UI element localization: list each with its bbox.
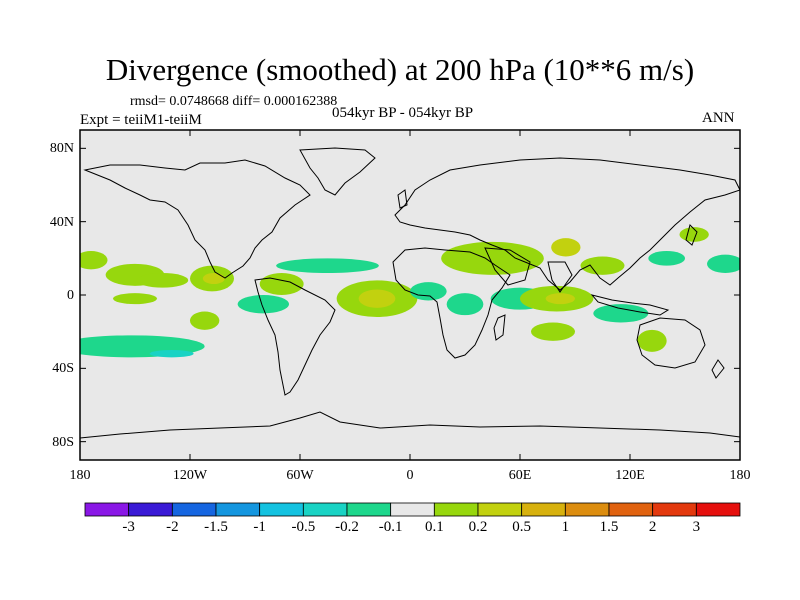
colorbar-swatch: [564, 502, 610, 517]
anomaly-region-6: [276, 258, 379, 273]
colorbar-swatch: [84, 502, 130, 517]
season-label: ANN: [702, 110, 735, 126]
coastline-greenland: [299, 147, 376, 196]
anomaly-region-20: [580, 256, 625, 275]
anomaly-region-0: [80, 251, 108, 270]
coastline-indonesia: [590, 294, 670, 316]
coastline-madagascar: [493, 314, 506, 341]
coastline-eurasia: [394, 157, 740, 291]
lon-label: 120W: [172, 468, 208, 483]
anomaly-region-5: [259, 273, 304, 295]
colorbar-swatch: [521, 502, 566, 517]
lon-label: 60E: [508, 468, 532, 483]
colorbar-swatch: [215, 502, 261, 517]
anomaly-region-25: [637, 329, 667, 352]
colorbar-swatch: [346, 502, 392, 517]
colorbar-swatch: [259, 502, 304, 517]
coastline-arabia: [484, 247, 531, 286]
colorbar-swatch: [171, 502, 217, 517]
colorbar-swatch: [652, 502, 697, 517]
colorbar-swatch: [477, 502, 523, 517]
coastline-new-zealand: [711, 359, 725, 379]
coastline-north-america: [83, 159, 311, 279]
coastline-antarctica: [80, 411, 740, 460]
anomaly-region-11: [358, 289, 396, 308]
colorbar-label: 2: [648, 519, 657, 535]
coastline-india: [547, 261, 573, 293]
lat-label: 40N: [49, 214, 74, 230]
colorbar-label: 0.2: [468, 519, 488, 535]
coastline-south-america: [254, 277, 336, 396]
anomaly-region-13: [441, 241, 544, 275]
colorbar-label: -1.5: [204, 519, 228, 535]
colorbar-label: -0.5: [291, 519, 316, 535]
anomaly-region-2: [136, 273, 189, 288]
anomaly-region-7: [190, 311, 220, 330]
anomaly-region-14: [551, 238, 581, 257]
anomaly-region-27: [149, 350, 194, 358]
anomaly-region-9: [237, 295, 289, 314]
coastlines: [80, 147, 740, 460]
anomaly-region-24: [531, 322, 575, 341]
colorbar-swatch: [302, 502, 348, 517]
colorbar-label: -0.1: [378, 519, 403, 535]
chart-title: Divergence (smoothed) at 200 hPa (10**6 …: [105, 52, 695, 87]
stats-text: rmsd= 0.0748668 diff= 0.000162388: [130, 94, 338, 109]
axis-ticks: [79, 130, 741, 460]
anomaly-region-15: [446, 293, 484, 316]
anomaly-region-19: [593, 304, 649, 323]
colorbar-label: -3: [122, 519, 135, 535]
anomaly-region-4: [202, 273, 225, 284]
anomaly-region-12: [410, 282, 447, 301]
lat-label: 80N: [49, 141, 74, 157]
colorbar-swatch: [390, 502, 435, 517]
lon-label: 120E: [615, 468, 645, 483]
colorbar-swatch: [695, 502, 741, 517]
colorbar-swatch: [128, 502, 173, 517]
anomaly-region-8: [113, 293, 157, 305]
period-label: 054kyr BP - 054kyr BP: [332, 105, 474, 121]
lat-label: 80S: [52, 434, 74, 450]
lat-label: 0: [67, 288, 74, 303]
lon-label: 180: [69, 468, 91, 483]
lon-label: 60W: [286, 468, 314, 483]
colorbar-swatch: [433, 502, 479, 517]
colorbar-label: 1: [561, 519, 570, 535]
colorbar-swatch: [608, 502, 654, 517]
anomaly-region-18: [545, 293, 575, 305]
lon-label: 180: [729, 468, 751, 483]
colorbar-label: 0.5: [512, 519, 532, 535]
coastline-australia: [636, 317, 706, 369]
coastline-uk: [397, 189, 408, 209]
colorbar-label: 3: [692, 519, 701, 535]
coastline-japan: [685, 224, 698, 246]
lat-label: 40S: [52, 361, 74, 377]
anomaly-region-21: [648, 251, 686, 266]
anomaly-region-23: [707, 254, 740, 273]
colorbar-label: -1: [253, 519, 266, 535]
colorbar: [84, 502, 741, 517]
lon-label: 0: [406, 468, 414, 483]
anomaly-layer: [80, 227, 740, 358]
coastline-africa: [392, 247, 511, 359]
colorbar-label: -2: [166, 519, 179, 535]
colorbar-label: -0.2: [335, 519, 359, 535]
colorbar-label: 1.5: [599, 519, 619, 535]
colorbar-label: 0.1: [424, 519, 444, 535]
experiment-label: Expt = teiiM1-teiiM: [80, 112, 202, 128]
